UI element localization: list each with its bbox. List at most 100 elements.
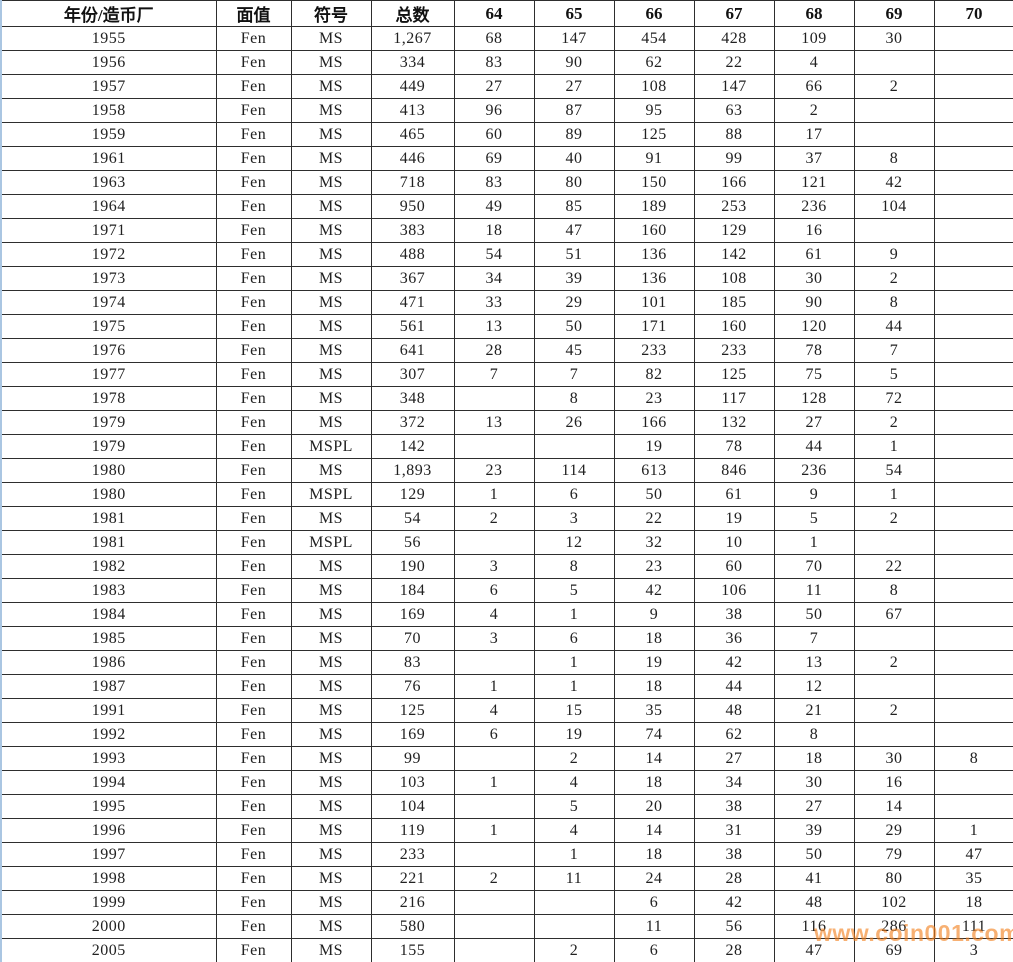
cell: 8	[853, 578, 935, 603]
cell: MS	[290, 602, 372, 627]
cell: 42	[853, 170, 935, 195]
cell: 2	[853, 506, 935, 531]
column-header: 66	[613, 0, 695, 27]
cell: 90	[773, 290, 855, 315]
cell: 28	[693, 938, 775, 962]
cell: 2	[533, 938, 615, 962]
cell: 233	[613, 338, 695, 363]
cell: 129	[693, 218, 775, 243]
cell	[453, 842, 535, 867]
cell: Fen	[215, 338, 292, 363]
cell: 108	[693, 266, 775, 291]
cell: 117	[693, 386, 775, 411]
cell	[933, 98, 1013, 123]
cell: 1978	[0, 386, 217, 411]
cell: 1987	[0, 674, 217, 699]
cell: 3	[533, 506, 615, 531]
cell: 150	[613, 170, 695, 195]
cell: 2	[853, 410, 935, 435]
cell: 147	[533, 26, 615, 51]
cell	[933, 50, 1013, 75]
cell: 74	[613, 722, 695, 747]
cell: 641	[370, 338, 455, 363]
cell: Fen	[215, 674, 292, 699]
table-row: 1958 Fen MS 413 96 87 95 63 2	[0, 98, 1013, 123]
cell: Fen	[215, 242, 292, 267]
cell: 23	[613, 386, 695, 411]
cell: 79	[853, 842, 935, 867]
cell: MS	[290, 50, 372, 75]
cell: 8	[853, 146, 935, 171]
cell	[933, 290, 1013, 315]
cell: 120	[773, 314, 855, 339]
cell	[853, 674, 935, 699]
cell: 19	[533, 722, 615, 747]
cell: 34	[453, 266, 535, 291]
cell: 34	[693, 770, 775, 795]
cell: 6	[533, 626, 615, 651]
table-row: 1980 Fen MS 1,893 23 114 613 846 236 54	[0, 458, 1013, 483]
cell: Fen	[215, 626, 292, 651]
cell: MS	[290, 626, 372, 651]
cell: 1975	[0, 314, 217, 339]
cell	[933, 506, 1013, 531]
cell	[933, 482, 1013, 507]
cell: 40	[533, 146, 615, 171]
column-header: 年份/造币厂	[0, 0, 217, 27]
cell: 2	[453, 866, 535, 891]
cell: 44	[853, 314, 935, 339]
cell: MS	[290, 674, 372, 699]
cell: 30	[853, 746, 935, 771]
cell	[453, 530, 535, 555]
cell: 132	[693, 410, 775, 435]
cell: 6	[453, 578, 535, 603]
cell: 47	[773, 938, 855, 962]
cell: 446	[370, 146, 455, 171]
cell: 128	[773, 386, 855, 411]
header-row: 年份/造币厂 面值 符号 总数 64 65 66 67 68 69 70	[0, 0, 1013, 27]
cell: 62	[693, 722, 775, 747]
cell	[933, 770, 1013, 795]
cell: 11	[533, 866, 615, 891]
cell: 78	[693, 434, 775, 459]
cell: 2	[853, 698, 935, 723]
column-header: 面值	[215, 0, 292, 27]
table-row: 2000 Fen MS 580 11 56 116 286 111	[0, 914, 1013, 939]
table-row: 1978 Fen MS 348 8 23 117 128 72	[0, 386, 1013, 411]
cell: 1983	[0, 578, 217, 603]
cell: 1980	[0, 482, 217, 507]
cell: Fen	[215, 74, 292, 99]
cell: 1973	[0, 266, 217, 291]
cell: MS	[290, 146, 372, 171]
cell: 27	[533, 74, 615, 99]
cell: 42	[693, 650, 775, 675]
cell	[933, 554, 1013, 579]
cell: 121	[773, 170, 855, 195]
cell: MSPL	[290, 434, 372, 459]
cell: 613	[613, 458, 695, 483]
table-row: 1987 Fen MS 76 1 1 18 44 12	[0, 674, 1013, 699]
table-row: 1964 Fen MS 950 49 85 189 253 236 104	[0, 194, 1013, 219]
cell	[933, 722, 1013, 747]
cell: 286	[853, 914, 935, 939]
cell: 1963	[0, 170, 217, 195]
cell: 61	[773, 242, 855, 267]
table-row: 1974 Fen MS 471 33 29 101 185 90 8	[0, 290, 1013, 315]
cell: Fen	[215, 314, 292, 339]
cell: 62	[613, 50, 695, 75]
cell: 1996	[0, 818, 217, 843]
cell: 69	[453, 146, 535, 171]
cell: Fen	[215, 218, 292, 243]
cell: 465	[370, 122, 455, 147]
cell: 39	[773, 818, 855, 843]
cell: 7	[453, 362, 535, 387]
cell: 169	[370, 602, 455, 627]
cell: 101	[613, 290, 695, 315]
cell: MS	[290, 506, 372, 531]
cell: 9	[613, 602, 695, 627]
cell: 454	[613, 26, 695, 51]
cell: 18	[613, 842, 695, 867]
cell: 155	[370, 938, 455, 962]
cell: Fen	[215, 434, 292, 459]
cell: 14	[613, 746, 695, 771]
